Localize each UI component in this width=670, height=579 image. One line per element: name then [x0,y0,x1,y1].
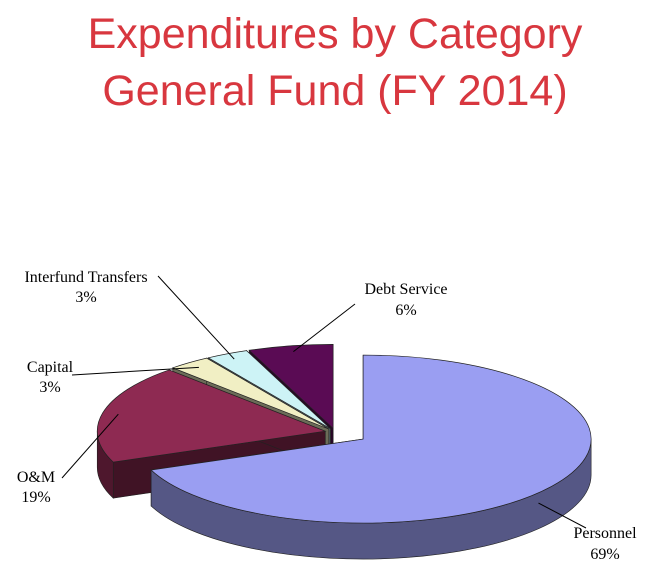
leader-personnel [538,502,587,529]
slice-pct-om: 19% [21,489,50,506]
slice-pct-interfund-transfers: 3% [75,289,96,306]
leader-interfund-transfers [157,275,235,360]
slice-pct-capital: 3% [39,379,60,396]
slice-label-interfund-transfers: Interfund Transfers [24,269,147,286]
leader-capital [71,366,199,376]
leader-o-m [61,413,119,479]
slice-top-interfund-transfers [207,350,331,430]
leader-lines [61,275,587,529]
slice-top-o-m [96,369,327,463]
slice-label-capital: Capital [27,359,74,376]
slice-pct-debt-service: 6% [395,302,416,319]
slice-top-debt-service [248,344,334,430]
slice-top-capital [171,357,330,430]
slice-top-personnel [150,354,592,524]
title-line-2: General Fund (FY 2014) [102,67,568,115]
slice-label-debt-service: Debt Service [364,281,447,298]
slice-personnel [150,354,592,560]
pie-slices [96,344,592,560]
slice-label-om: O&M [17,469,55,486]
leader-debt-service [293,303,356,353]
slice-pct-personnel: 69% [590,546,619,563]
slice-label-personnel: Personnel [573,525,637,542]
title-line-1: Expenditures by Category [87,10,583,58]
page-title: Expenditures by Category General Fund (F… [0,6,670,120]
